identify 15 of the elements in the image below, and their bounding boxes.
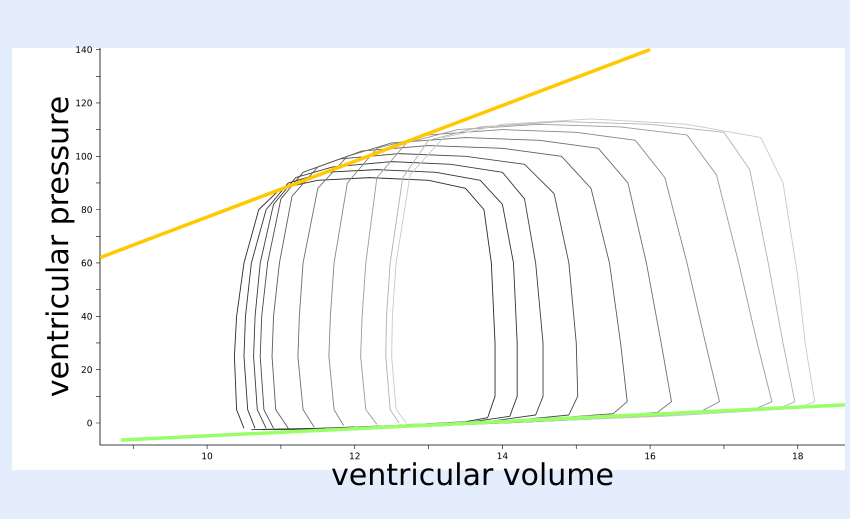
x-tick-label: 14: [498, 452, 508, 460]
y-tick-label: 0: [87, 420, 92, 426]
x-tick-label: 18: [793, 452, 803, 460]
y-tick-label: 60: [82, 260, 92, 266]
y-axis-title: ventricular pressure: [45, 97, 74, 396]
y-tick-label: 140: [76, 46, 92, 53]
x-tick-label: 12: [350, 452, 360, 460]
y-tick-label: 100: [76, 152, 92, 160]
y-tick-label: 80: [82, 206, 92, 214]
x-axis-title: ventricular volume: [332, 462, 612, 486]
x-tick-label: 16: [645, 452, 656, 460]
x-tick-label: 10: [202, 452, 212, 460]
y-tick-label: 40: [81, 312, 92, 320]
y-tick-label: 120: [76, 100, 92, 106]
y-tick-label: 20: [82, 366, 92, 374]
